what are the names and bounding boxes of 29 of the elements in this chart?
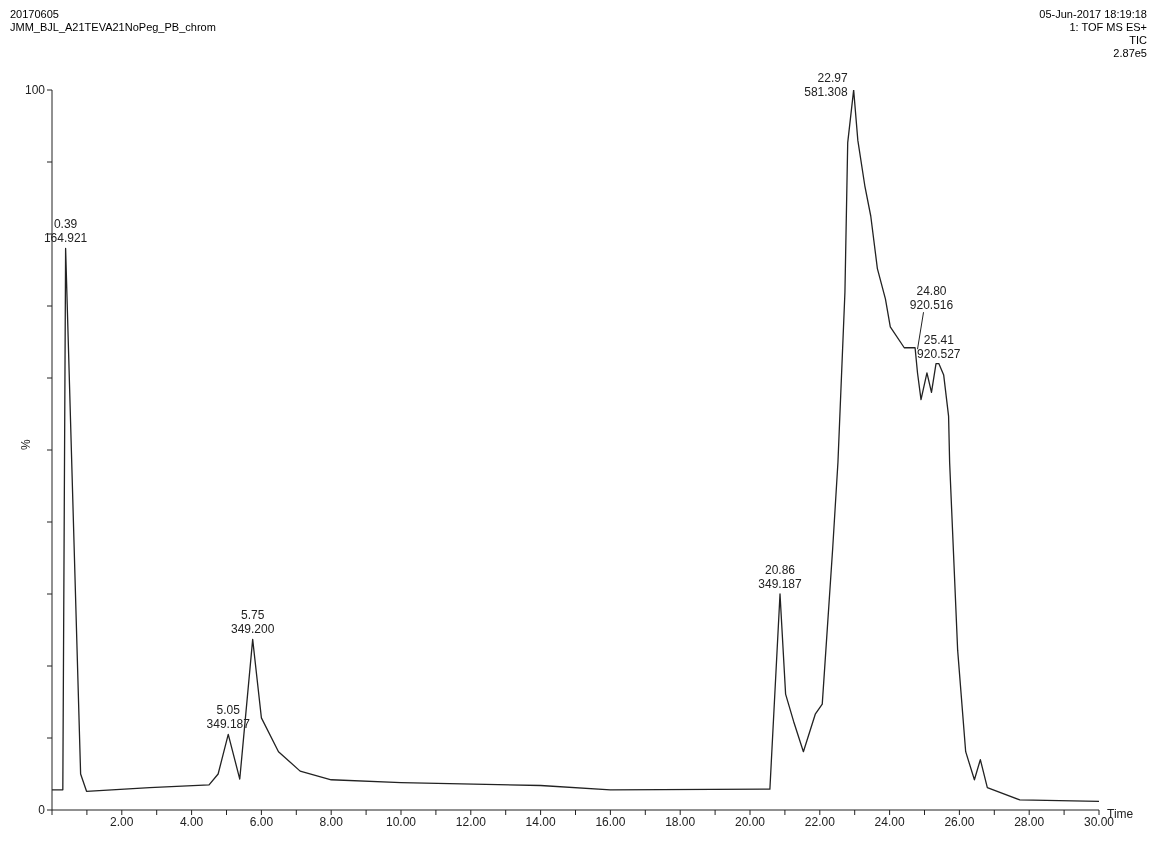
x-tick-label: 26.00 (944, 814, 975, 829)
x-tick-label: 6.00 (249, 814, 274, 829)
y-axis-title: % (19, 439, 34, 450)
chart-subtitle: JMM_BJL_A21TEVA21NoPeg_PB_chrom (10, 21, 216, 34)
annotation: 22.97 581.308 (804, 71, 848, 99)
annotation: 5.75 349.200 (230, 608, 275, 637)
x-tick-label: 16.00 (595, 814, 626, 829)
y-tick-label: 100 (24, 83, 46, 98)
text: 05-Jun-2017 18:19:18 (1039, 8, 1147, 21)
x-tick-label: 12.00 (455, 814, 487, 829)
x-tick-label: 22.00 (804, 814, 836, 829)
x-tick-label: 8.00 (319, 814, 344, 829)
x-tick-label: 24.00 (874, 814, 905, 829)
chart-title: 20170605 (10, 8, 60, 21)
text: 2.87e5 (1112, 47, 1147, 60)
annotation: 20.86 349.187 (758, 563, 803, 591)
x-tick-label: 2.00 (110, 814, 134, 829)
x-tick-label: 18.00 (665, 814, 696, 829)
y-tick-label: 0 (38, 803, 46, 818)
x-tick-label: 28.00 (1014, 814, 1045, 829)
annotation: 25.41 920.527 (917, 332, 961, 361)
text: TIC (1128, 34, 1147, 47)
text: 1: TOF MS ES+ (1068, 21, 1147, 34)
x-tick-label: 10.00 (385, 814, 417, 829)
x-tick-label: 14.00 (525, 814, 556, 829)
x-tick-label: 4.00 (179, 814, 204, 829)
x-tick-label: 20.00 (734, 814, 766, 829)
annotation: 24.80 920.516 (909, 284, 954, 313)
annotation: 0.39 164.921 (43, 217, 88, 246)
